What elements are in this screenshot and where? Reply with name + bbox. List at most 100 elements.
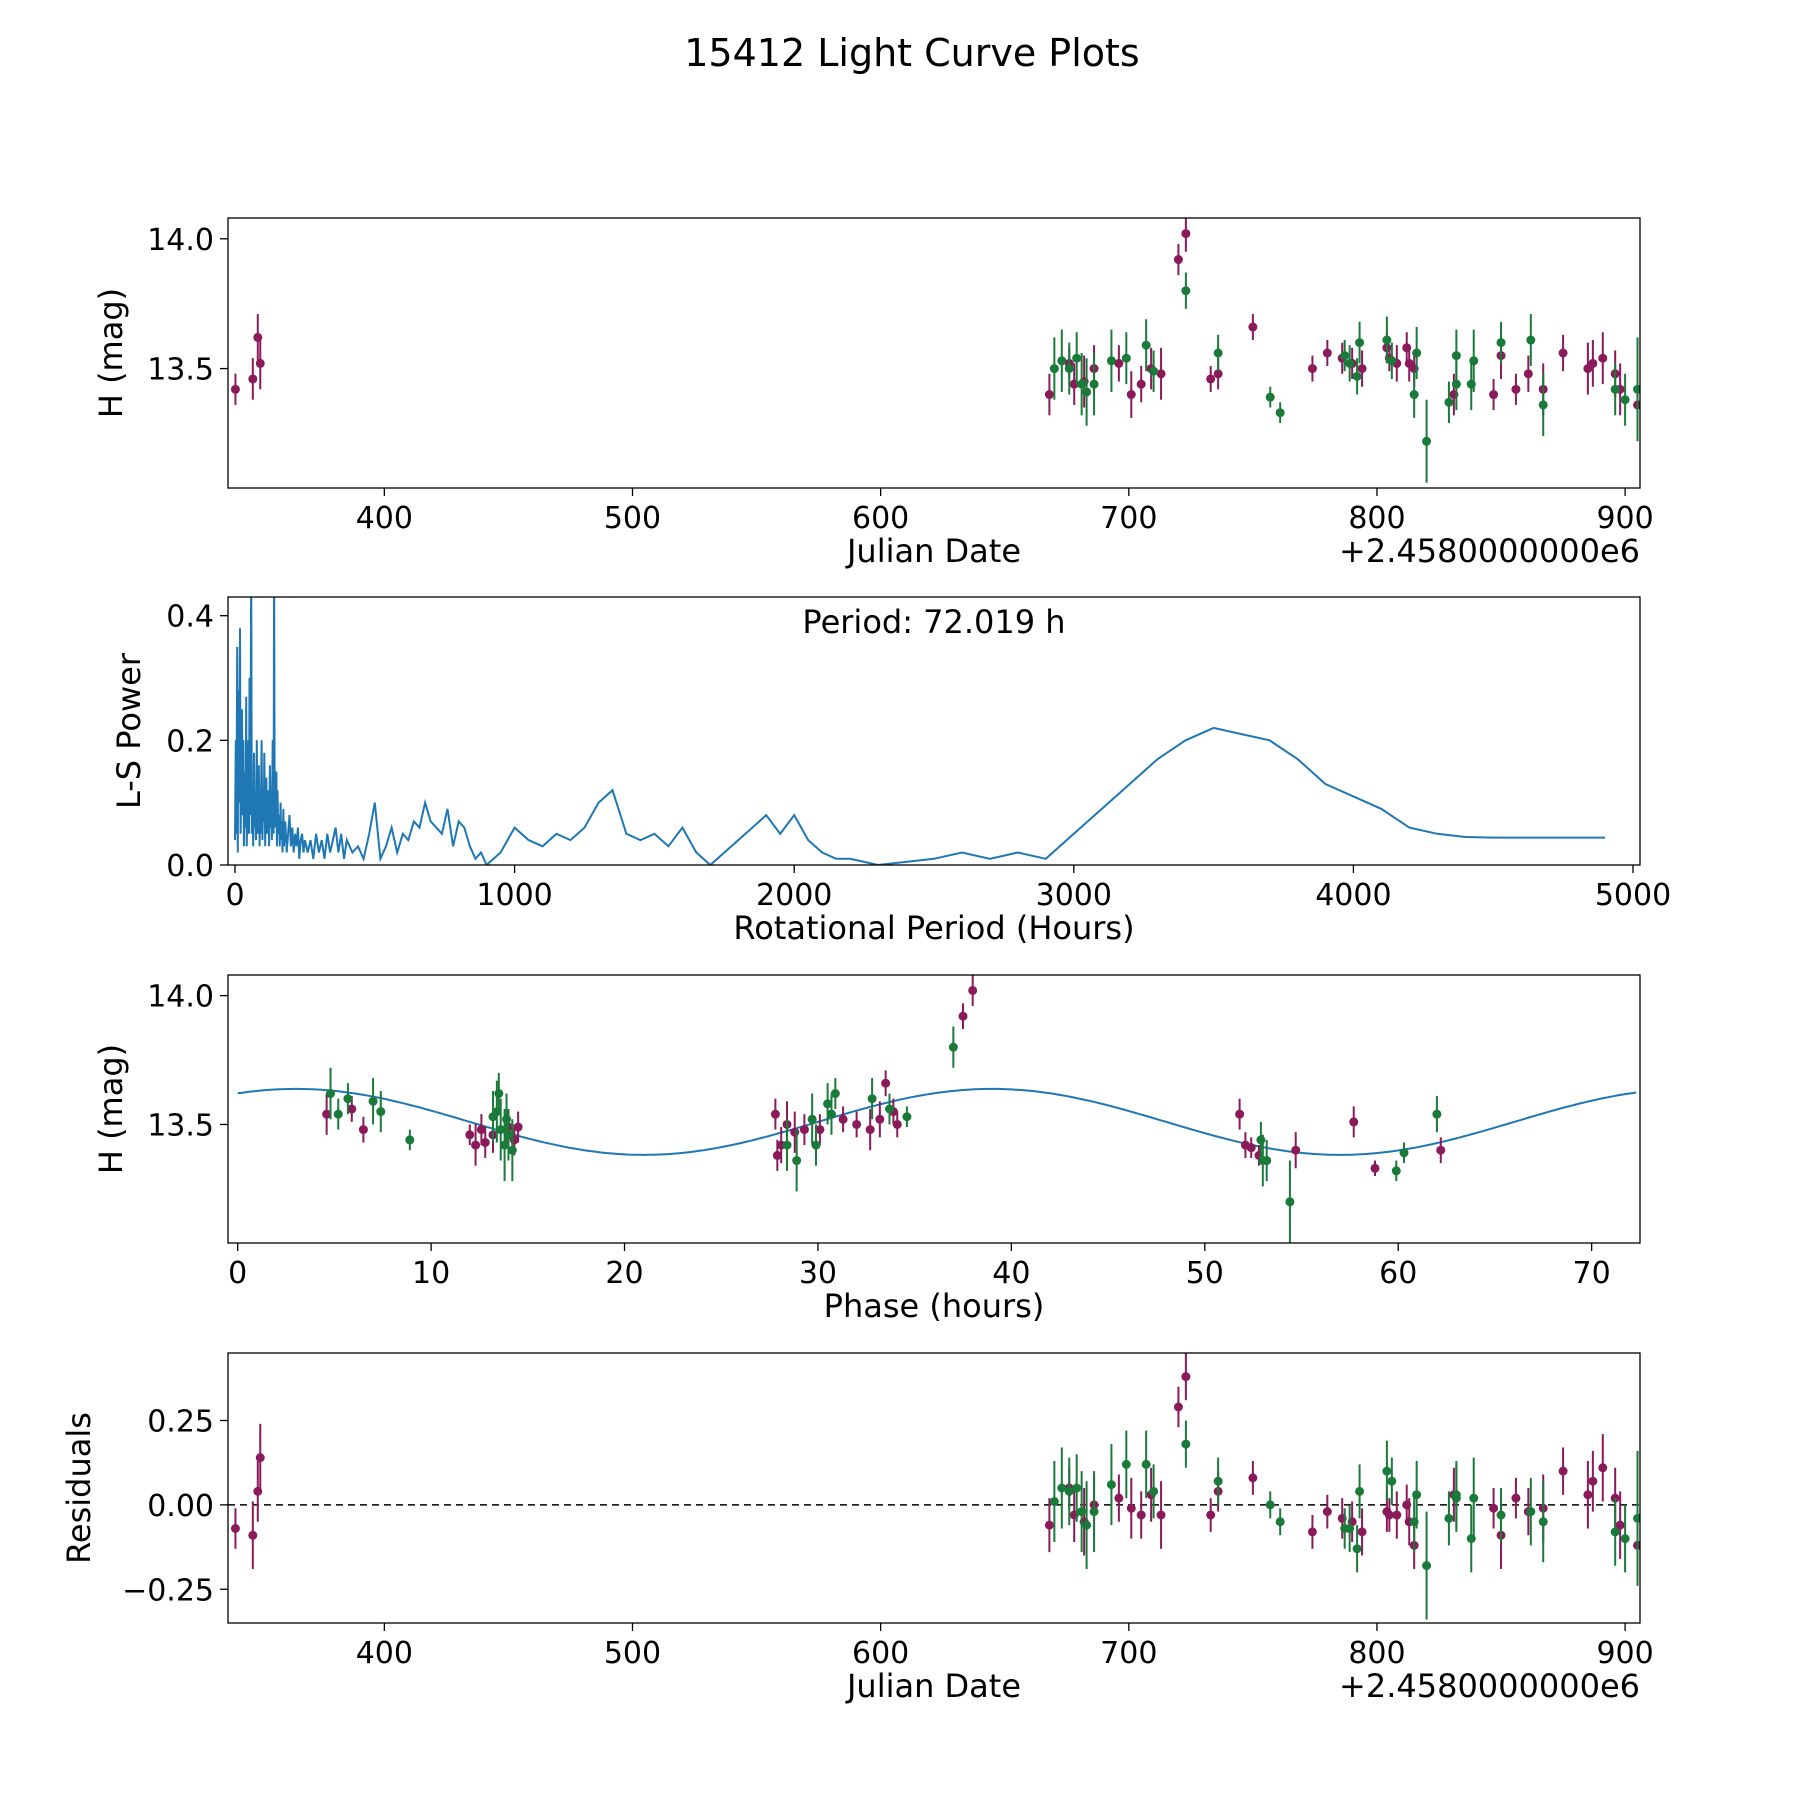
residuals-panel bbox=[220, 1352, 1641, 1631]
purple-data-point bbox=[1558, 1466, 1568, 1476]
green-data-point bbox=[1275, 408, 1285, 418]
green-data-point bbox=[1141, 1459, 1151, 1469]
periodogram-panel bbox=[220, 596, 1641, 873]
green-data-point bbox=[792, 1156, 802, 1166]
purple-data-point bbox=[255, 358, 265, 368]
periodogram-xtick-label: 3000 bbox=[1036, 878, 1112, 913]
green-data-point bbox=[1620, 1534, 1630, 1544]
green-data-point bbox=[502, 1114, 512, 1124]
purple-data-point bbox=[1436, 1145, 1446, 1155]
periodogram-xtick-label: 5000 bbox=[1595, 878, 1671, 913]
purple-data-point bbox=[1126, 1503, 1136, 1513]
periodogram-xtick-label: 0 bbox=[225, 878, 244, 913]
light-curve-ytick-label: 13.5 bbox=[147, 353, 214, 388]
green-data-point bbox=[496, 1125, 506, 1135]
green-data-point bbox=[1345, 358, 1355, 368]
green-data-point bbox=[326, 1089, 336, 1099]
purple-data-point bbox=[1213, 369, 1223, 379]
green-data-point bbox=[1121, 353, 1131, 363]
green-data-point bbox=[503, 1130, 513, 1140]
green-data-point bbox=[1265, 1500, 1275, 1510]
green-data-point bbox=[1213, 1476, 1223, 1486]
residuals-xtick-label: 800 bbox=[1348, 1636, 1405, 1671]
phased-curve-ytick-label: 13.5 bbox=[147, 1108, 214, 1143]
green-data-point bbox=[782, 1140, 792, 1150]
green-data-point bbox=[1057, 1483, 1067, 1493]
green-data-point bbox=[405, 1135, 415, 1145]
green-data-point bbox=[1106, 1480, 1116, 1490]
green-data-point bbox=[376, 1107, 386, 1117]
residuals-xtick-label: 500 bbox=[604, 1636, 661, 1671]
green-data-point bbox=[1526, 335, 1536, 345]
purple-data-point bbox=[347, 1104, 357, 1114]
figure-title: 15412 Light Curve Plots bbox=[684, 31, 1139, 75]
green-data-point bbox=[1072, 1483, 1082, 1493]
residuals-ytick-label: 0.00 bbox=[147, 1489, 214, 1524]
residuals-xtick-label: 400 bbox=[356, 1636, 413, 1671]
green-data-point bbox=[1340, 351, 1350, 361]
green-data-point bbox=[1089, 379, 1099, 389]
green-data-point bbox=[1141, 340, 1151, 350]
light-curve-xtick-label: 800 bbox=[1348, 501, 1405, 536]
green-data-point bbox=[1106, 356, 1116, 366]
green-data-point bbox=[1082, 1520, 1092, 1530]
green-data-point bbox=[1049, 364, 1059, 374]
purple-data-point bbox=[772, 1150, 782, 1160]
green-data-point bbox=[885, 1104, 895, 1114]
green-data-point bbox=[948, 1042, 958, 1052]
purple-data-point bbox=[875, 1114, 885, 1124]
green-data-point bbox=[1496, 1510, 1506, 1520]
green-data-point bbox=[1181, 286, 1191, 296]
green-data-point bbox=[1399, 1148, 1409, 1158]
green-data-point bbox=[1077, 1507, 1087, 1517]
light-curve-xtick-label: 400 bbox=[356, 501, 413, 536]
purple-data-point bbox=[838, 1114, 848, 1124]
purple-data-point bbox=[1307, 364, 1317, 374]
green-data-point bbox=[1633, 1513, 1640, 1523]
purple-data-point bbox=[968, 985, 978, 995]
residuals-plot-area bbox=[228, 1353, 1640, 1620]
green-data-point bbox=[1409, 390, 1419, 400]
purple-data-point bbox=[476, 1125, 486, 1135]
periodogram-line bbox=[234, 597, 1605, 865]
phased-curve-plot-area bbox=[237, 975, 1637, 1243]
light-curve-xtick-label: 700 bbox=[1100, 501, 1157, 536]
green-data-point bbox=[1451, 1493, 1461, 1503]
green-data-point bbox=[1422, 436, 1432, 446]
green-data-point bbox=[1064, 364, 1074, 374]
purple-data-point bbox=[799, 1125, 809, 1135]
periodogram-xtick-label: 1000 bbox=[476, 878, 552, 913]
green-data-point bbox=[1064, 1486, 1074, 1496]
light-curve-xtick-label: 600 bbox=[852, 501, 909, 536]
green-data-point bbox=[1082, 387, 1092, 397]
green-data-point bbox=[1451, 351, 1461, 361]
purple-data-point bbox=[1248, 322, 1258, 332]
green-data-point bbox=[1213, 348, 1223, 358]
purple-data-point bbox=[1588, 358, 1598, 368]
green-data-point bbox=[1262, 1156, 1272, 1166]
residuals-offset-label: +2.4580000000e6 bbox=[1339, 1667, 1640, 1705]
purple-data-point bbox=[790, 1127, 800, 1137]
green-data-point bbox=[830, 1089, 840, 1099]
purple-data-point bbox=[248, 1530, 258, 1540]
green-data-point bbox=[1422, 1561, 1432, 1571]
green-data-point bbox=[1391, 1166, 1401, 1176]
purple-data-point bbox=[881, 1078, 891, 1088]
purple-data-point bbox=[770, 1109, 780, 1119]
green-data-point bbox=[1149, 366, 1159, 376]
residuals-ytick-label: −0.25 bbox=[122, 1573, 214, 1608]
green-data-point bbox=[823, 1099, 833, 1109]
purple-data-point bbox=[1598, 353, 1608, 363]
light-curve-xtick-label: 500 bbox=[604, 501, 661, 536]
light-curve-frame bbox=[227, 217, 1641, 489]
purple-data-point bbox=[1357, 1527, 1367, 1537]
green-data-point bbox=[333, 1109, 343, 1119]
purple-data-point bbox=[1558, 348, 1568, 358]
purple-data-point bbox=[1489, 1503, 1499, 1513]
green-data-point bbox=[1352, 1544, 1362, 1554]
phased-curve-xtick-label: 50 bbox=[1186, 1256, 1224, 1291]
purple-data-point bbox=[1246, 1143, 1256, 1153]
purple-data-point bbox=[1235, 1109, 1245, 1119]
green-data-point bbox=[368, 1096, 378, 1106]
green-data-point bbox=[1469, 1493, 1479, 1503]
